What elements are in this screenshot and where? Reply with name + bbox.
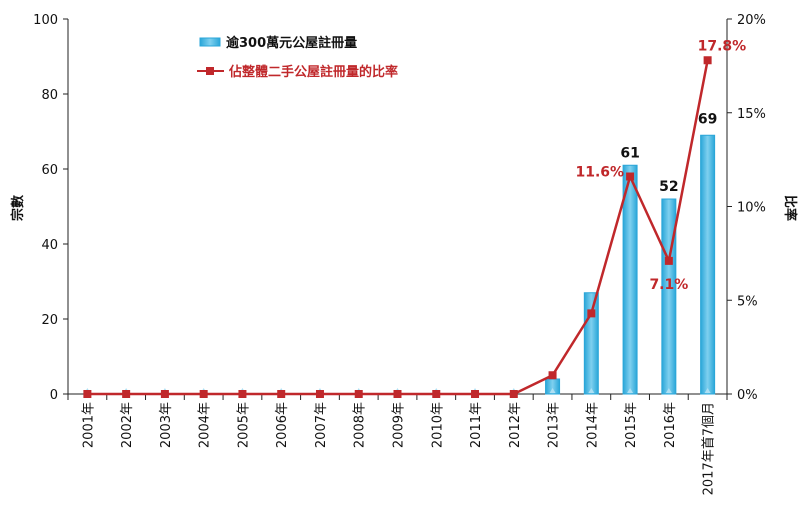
legend-line-marker bbox=[206, 67, 214, 75]
line-point bbox=[315, 390, 324, 398]
x-tick-label: 2016年 bbox=[663, 402, 678, 448]
left-tick-label: 20 bbox=[41, 313, 58, 328]
ratio-line bbox=[87, 60, 709, 396]
x-tick-label: 2017年首7個月 bbox=[702, 402, 717, 495]
right-axis-ticks: 0% 5% 10% 15% 20% bbox=[727, 13, 766, 403]
bar-base-marker bbox=[588, 388, 595, 393]
left-tick-label: 80 bbox=[41, 88, 58, 103]
line-point bbox=[664, 256, 673, 265]
right-tick-label: 10% bbox=[737, 201, 766, 216]
line-point bbox=[587, 309, 596, 318]
y2-axis-title: 比率 bbox=[782, 195, 798, 221]
bar-base-marker bbox=[627, 388, 634, 393]
line-series bbox=[83, 56, 712, 398]
line-point bbox=[238, 390, 247, 398]
line-point bbox=[548, 371, 557, 380]
x-tick-label: 2012年 bbox=[508, 402, 523, 448]
line-data-labels: 11.6% 7.1% 17.8% bbox=[576, 38, 747, 293]
legend-bar-label: 逾300萬元公屋註冊量 bbox=[226, 35, 357, 51]
left-axis-ticks: 0 20 40 60 80 100 bbox=[33, 13, 68, 403]
line-point bbox=[354, 390, 363, 398]
bar-base-marker bbox=[704, 388, 711, 393]
legend: 逾300萬元公屋註冊量 佔整體二手公屋註冊量的比率 bbox=[197, 35, 398, 80]
line-point bbox=[471, 390, 480, 398]
x-tick-label: 2014年 bbox=[585, 402, 600, 448]
x-tick-label: 2001年 bbox=[81, 402, 96, 448]
x-tick-label: 2007年 bbox=[314, 402, 329, 448]
bar-data-label: 69 bbox=[698, 111, 717, 127]
x-tick-label: 2011年 bbox=[469, 402, 484, 448]
legend-line-label: 佔整體二手公屋註冊量的比率 bbox=[228, 64, 398, 80]
bar bbox=[583, 292, 599, 395]
bar-data-label: 61 bbox=[620, 145, 639, 161]
bar-base-marker bbox=[549, 388, 556, 393]
right-tick-label: 0% bbox=[737, 388, 758, 403]
x-tick-label: 2009年 bbox=[392, 402, 407, 448]
line-point bbox=[160, 390, 169, 398]
x-tick-label: 2004年 bbox=[198, 402, 213, 448]
right-tick-label: 15% bbox=[737, 107, 766, 122]
line-point bbox=[83, 390, 92, 398]
line-point bbox=[277, 390, 286, 398]
x-axis-ticks: 2001年 2002年 2003年 2004年 2005年 2006年 2007年 2008年… bbox=[67, 394, 728, 495]
line-point bbox=[122, 390, 131, 398]
x-tick-label: 2003年 bbox=[159, 402, 174, 448]
left-tick-label: 0 bbox=[50, 388, 58, 403]
line-point bbox=[703, 56, 712, 65]
legend-bar-swatch bbox=[199, 37, 221, 47]
x-tick-label: 2005年 bbox=[236, 402, 251, 448]
bar bbox=[700, 134, 716, 395]
x-tick-label: 2010年 bbox=[430, 402, 445, 448]
x-tick-label: 2006年 bbox=[275, 402, 290, 448]
bar bbox=[622, 164, 638, 395]
bar-series bbox=[84, 134, 716, 395]
bar-base-marker bbox=[665, 388, 672, 393]
right-tick-label: 5% bbox=[737, 294, 758, 309]
right-tick-label: 20% bbox=[737, 13, 766, 28]
bar-data-label: 52 bbox=[659, 179, 678, 195]
left-tick-label: 40 bbox=[41, 238, 58, 253]
line-data-label: 17.8% bbox=[698, 38, 747, 54]
line-point bbox=[509, 390, 518, 398]
left-tick-label: 100 bbox=[33, 13, 58, 28]
x-tick-label: 2015年 bbox=[624, 402, 639, 448]
line-point bbox=[432, 390, 441, 398]
x-tick-label: 2013年 bbox=[547, 402, 562, 448]
bar-data-labels: 61 52 69 bbox=[620, 111, 717, 195]
line-data-label: 11.6% bbox=[576, 165, 625, 181]
bar bbox=[661, 198, 677, 395]
line-data-label: 7.1% bbox=[649, 277, 688, 293]
x-tick-label: 2002年 bbox=[120, 402, 135, 448]
line-point bbox=[626, 172, 635, 181]
x-tick-label: 2008年 bbox=[353, 402, 368, 448]
line-point bbox=[393, 390, 402, 398]
y-axis-title: 宗數 bbox=[10, 195, 26, 221]
left-tick-label: 60 bbox=[41, 163, 58, 178]
line-point bbox=[199, 390, 208, 398]
